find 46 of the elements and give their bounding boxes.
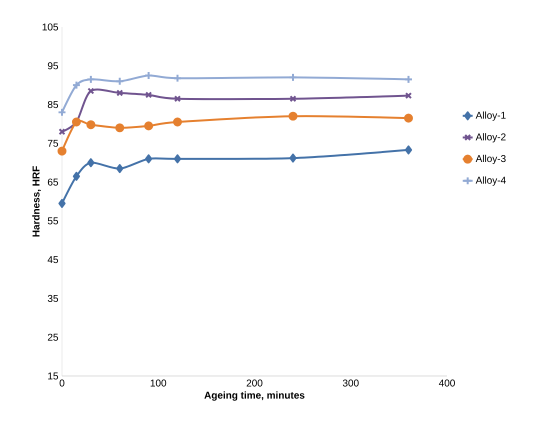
y-tick-label: 35 — [48, 294, 58, 302]
point — [144, 121, 154, 130]
point — [174, 95, 181, 102]
x-tick-label: 400 — [438, 380, 455, 387]
point — [115, 76, 124, 86]
point — [145, 154, 152, 164]
point — [288, 72, 298, 82]
y-tick-label: 95 — [48, 62, 58, 70]
y-tick-label: 55 — [48, 217, 58, 224]
point — [72, 80, 81, 90]
point — [290, 95, 296, 102]
point — [86, 74, 96, 84]
y-tick-label: 75 — [48, 140, 58, 147]
y-tick-label: 85 — [48, 101, 58, 108]
point — [115, 123, 124, 132]
legend-label: Alloy-4 — [476, 176, 506, 186]
point — [289, 154, 297, 163]
x-tick-label: 0 — [60, 380, 64, 387]
point — [87, 158, 94, 168]
point — [58, 146, 66, 156]
x-tick-label: 300 — [342, 380, 359, 387]
point — [72, 172, 80, 181]
legend-label: Alloy-3 — [476, 154, 506, 164]
y-tick-label: 105 — [42, 23, 58, 31]
point — [58, 198, 66, 208]
y-tick-label: 25 — [48, 334, 58, 341]
point — [174, 154, 182, 164]
point — [87, 88, 94, 94]
point — [173, 118, 182, 126]
x-axis-title: Ageing time, minutes — [204, 391, 304, 401]
point — [116, 89, 124, 96]
y-tick-label: 15 — [48, 372, 58, 380]
y-tick-label: 65 — [48, 178, 58, 186]
y-tick-label: 45 — [48, 256, 58, 264]
point — [116, 164, 124, 174]
x-tick-label: 200 — [246, 380, 262, 387]
point — [173, 74, 182, 83]
point — [86, 120, 96, 130]
legend-label: Alloy-2 — [476, 133, 506, 142]
point — [404, 145, 412, 154]
point — [288, 112, 298, 121]
point — [145, 91, 152, 98]
y-axis-title: Hardness, HRF — [32, 166, 41, 237]
x-tick-label: 100 — [150, 380, 166, 387]
legend-label: Alloy-1 — [476, 111, 506, 121]
point — [404, 114, 413, 123]
